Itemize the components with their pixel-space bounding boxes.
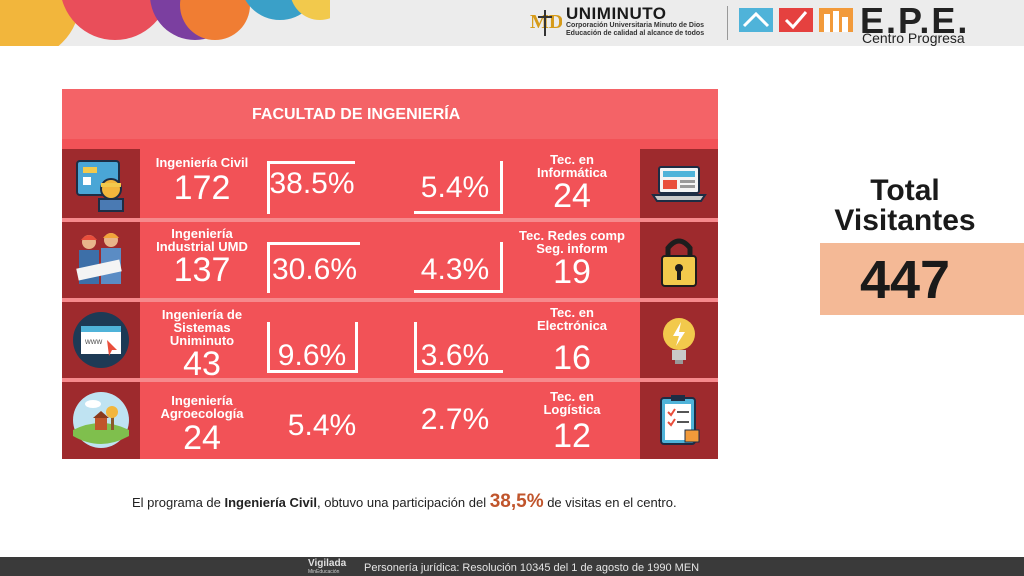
row-separator <box>62 218 718 222</box>
bar-outline <box>267 161 355 214</box>
header-bar: MD UNIMINUTO Corporación Universitaria M… <box>0 0 1024 46</box>
bar-outline <box>267 322 358 373</box>
uniminuto-logo: MD UNIMINUTO Corporación Universitaria M… <box>530 2 730 42</box>
program-count: 172 <box>173 169 231 207</box>
svg-text:www: www <box>84 337 103 346</box>
program-count: 19 <box>553 253 591 291</box>
program-percent: 5.4% <box>287 409 357 442</box>
building-icon <box>818 6 854 34</box>
program-label: Ingeniería Civil <box>155 155 249 170</box>
icon-cell <box>640 222 718 298</box>
icon-cell: www <box>62 302 140 378</box>
book-icon <box>738 6 774 34</box>
program-count: 43 <box>183 345 221 383</box>
uni-subtitle: Corporación Universitaria Minuto de Dios <box>566 22 705 29</box>
icon-cell <box>640 149 718 218</box>
program-label: Ingeniería Agroecología <box>160 393 244 421</box>
browser-window-icon: www <box>73 312 129 368</box>
vigilada-sub: MinEducación <box>308 569 340 575</box>
row-separator <box>62 298 718 302</box>
check-icon <box>778 6 814 34</box>
vigilada-label: Vigilada <box>308 558 347 569</box>
bar-outline <box>414 161 503 214</box>
engineer-icon <box>76 160 124 212</box>
program-count: 24 <box>183 419 221 457</box>
program-name: Ingeniería Civil <box>224 495 317 510</box>
total-visitors-box: 447 <box>820 243 1024 315</box>
program-label: Tec. en Electrónica <box>536 305 608 333</box>
program-percent: 3.6% <box>420 339 490 372</box>
epe-subtitle: Centro Progresa <box>862 30 965 46</box>
icon-cell <box>640 302 718 378</box>
uni-tagline: Educación de calidad al alcance de todos <box>566 30 705 37</box>
clipboard-checklist-icon <box>660 395 700 445</box>
highlight-percent: 38,5% <box>489 491 544 512</box>
program-percent: 38.5% <box>269 167 355 200</box>
engineering-faculty-infographic: FACULTAD DE INGENIERÍA www <box>62 89 718 459</box>
summary-note: El programa de Ingeniería Civil, obtuvo … <box>132 491 677 512</box>
program-percent: 30.6% <box>271 253 358 286</box>
industrial-team-icon <box>76 233 122 284</box>
icon-cell <box>62 222 140 298</box>
program-percent: 4.3% <box>420 253 490 286</box>
epe-name: E.P.E. <box>860 0 970 41</box>
farm-landscape-icon <box>73 392 129 448</box>
icon-cell <box>640 382 718 459</box>
program-count: 24 <box>553 177 591 215</box>
uni-name: UNIMINUTO <box>566 4 667 23</box>
program-percent: 2.7% <box>420 403 490 436</box>
footer-bar: Vigilada MinEducación Personería jurídic… <box>0 557 1024 576</box>
program-count: 12 <box>553 417 591 455</box>
md-logo-icon: MD <box>530 6 563 36</box>
program-label: Ingeniería de Sistemas Uniminuto <box>161 307 243 348</box>
infographic-title: FACULTAD DE INGENIERÍA <box>252 106 461 123</box>
row-separator <box>62 378 718 382</box>
epe-logo-icons <box>738 6 858 34</box>
program-percent: 5.4% <box>420 171 490 204</box>
icon-cell <box>62 382 140 459</box>
program-count: 137 <box>173 251 231 289</box>
padlock-icon <box>661 238 697 287</box>
laptop-icon <box>651 166 707 202</box>
program-label: Tec. en Logística <box>543 389 601 417</box>
program-percent: 9.6% <box>277 339 347 372</box>
bar-outline <box>414 322 503 373</box>
header-divider <box>727 6 728 40</box>
bar-outline <box>267 242 360 293</box>
program-label: Ingeniería Industrial UMD <box>156 226 248 254</box>
infographic-title-bar: FACULTAD DE INGENIERÍA <box>62 89 718 139</box>
program-label: Tec. en Informática <box>536 152 608 180</box>
total-visitors-label: Total Visitantes <box>834 174 976 237</box>
lightbulb-icon <box>663 318 695 364</box>
program-label: Tec. Redes comp Seg. inform <box>519 228 625 256</box>
decorative-circles <box>0 0 330 46</box>
icon-cell <box>62 149 140 218</box>
bar-outline <box>414 242 503 293</box>
program-count: 16 <box>553 339 591 377</box>
total-visitors-value: 447 <box>859 250 951 310</box>
footer-legal-text: Personería jurídica: Resolución 10345 de… <box>364 562 700 574</box>
